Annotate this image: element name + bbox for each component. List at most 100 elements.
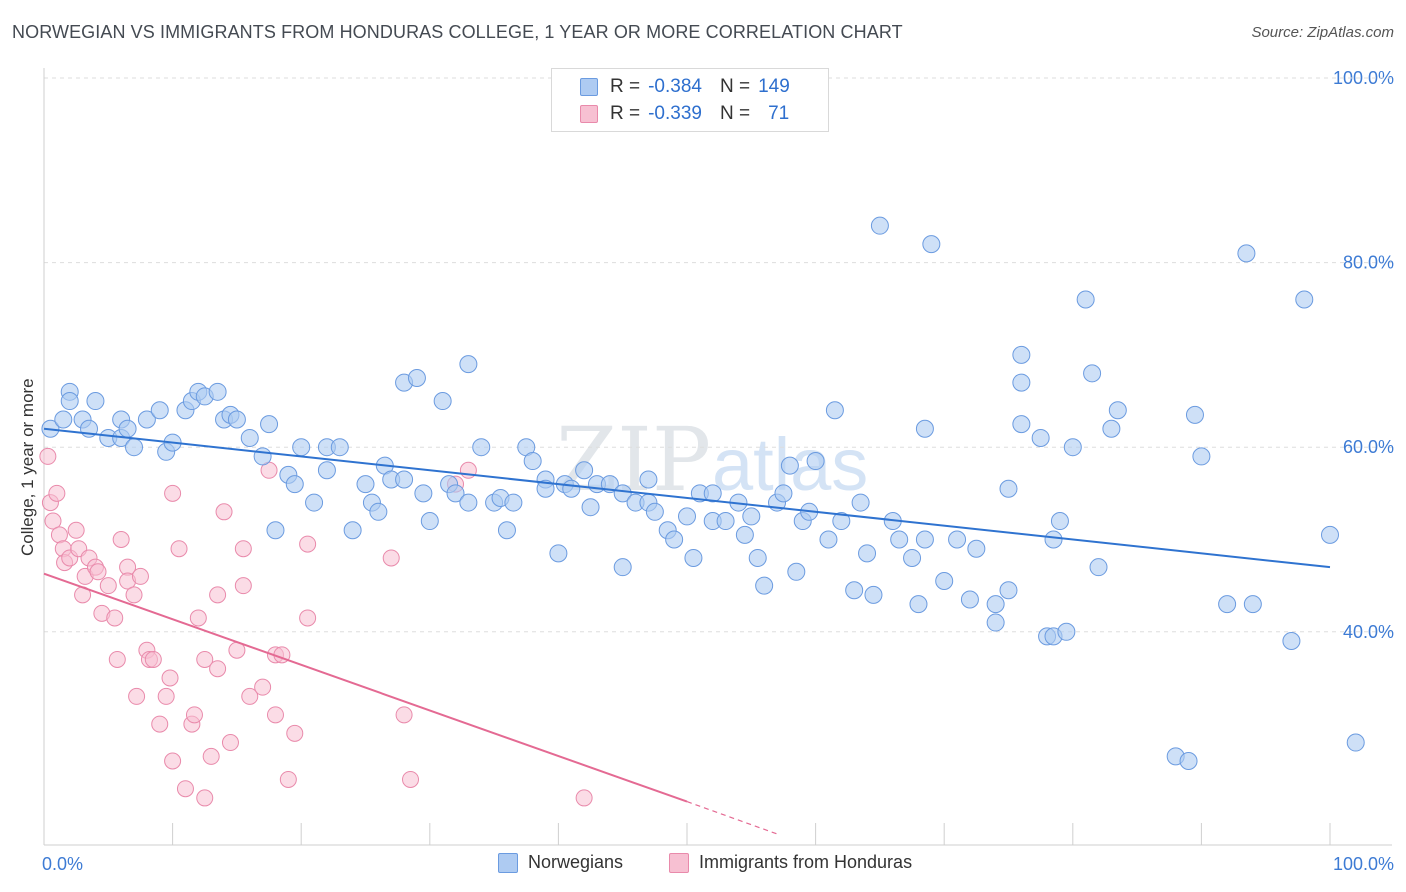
honduras-point [196,789,214,807]
norwegian-point [986,613,1005,632]
honduras-point [44,512,62,530]
norwegian-point [285,475,304,494]
norwegian-point [420,512,439,531]
bottom-legend-norwegians: Norwegians [498,852,623,873]
honduras-point [106,609,124,627]
norwegian-point [960,590,979,609]
norwegian-point [317,461,336,480]
norwegian-point [806,452,825,471]
norwegian-point [1282,632,1301,651]
norwegian-point [819,530,838,549]
norwegian-point [504,493,523,512]
honduras-point [112,530,130,548]
norwegian-point [292,438,311,457]
norwegian-point [825,401,844,420]
honduras-point [157,687,175,705]
norwegian-point [1063,438,1082,457]
norwegian-point [613,484,632,503]
legend-row-honduras: R = -0.339 N = 71 [580,102,790,126]
norwegian-point [1044,530,1063,549]
norwegian-point [645,502,664,521]
norwegian-point [260,415,279,434]
honduras-point [131,567,149,585]
honduras-point [89,563,107,581]
norwegian-point [459,493,478,512]
norwegian-point [118,419,137,438]
honduras-point [221,734,239,752]
norwegian-point [497,521,516,540]
norwegian-point [86,392,105,411]
norwegian-point [1346,733,1365,752]
honduras-point [402,770,420,788]
norwegian-point [948,530,967,549]
norwegian-point [343,521,362,540]
bottom-legend-swatch-honduras [669,852,689,873]
honduras-point [196,650,214,668]
norwegian-point [735,525,754,544]
norwegian-point [999,581,1018,600]
norwegian-point [395,470,414,489]
norwegian-point [967,539,986,558]
norwegian-point [137,410,156,429]
honduras-point [39,447,57,465]
norwegian-point [253,447,272,466]
norwegian-point [1076,290,1095,309]
norwegian-point [915,530,934,549]
norwegian-point [472,438,491,457]
norwegian-point [716,512,735,531]
norwegian-point [986,595,1005,614]
chart-title: NORWEGIAN VS IMMIGRANTS FROM HONDURAS CO… [12,22,903,42]
norwegian-point [125,438,144,457]
bottom-legend-honduras: Immigrants from Honduras [669,852,912,873]
norwegian-point [523,452,542,471]
norwegian-point [433,392,452,411]
honduras-point [202,747,220,765]
norwegian-point [755,576,774,595]
norwegian-point [60,392,79,411]
norwegian-point [150,401,169,420]
honduras-point [266,706,284,724]
norwegian-point [549,544,568,563]
honduras-trendline-extension [686,801,778,835]
y-axis-label: College, 1 year or more [18,378,37,556]
honduras-point [125,586,143,604]
norwegian-point [562,479,581,498]
norwegian-point [1057,622,1076,641]
honduras-point [164,752,182,770]
norwegian-point [864,585,883,604]
honduras-point [48,484,66,502]
legend-box: R = -0.384 N = 149 R = -0.339 N = 71 [551,68,829,132]
bottom-legend: Norwegians Immigrants from Honduras [0,852,1406,876]
honduras-point [234,540,252,558]
honduras-point [170,540,188,558]
norwegians-trendline [43,427,1331,569]
y-tick-label: 60.0% [1343,437,1394,457]
norwegian-point [407,368,426,387]
y-tick-label: 40.0% [1343,622,1394,642]
norwegian-point [1050,512,1069,531]
norwegian-point [678,507,696,526]
honduras-point [164,484,182,502]
norwegian-point [780,456,799,475]
honduras-point [189,609,207,627]
legend-swatch-honduras [580,105,598,123]
norwegian-point [414,484,433,503]
legend-n-value: 149 [758,76,790,97]
honduras-point [286,724,304,742]
norwegian-point [1108,401,1127,420]
legend-r-value: -0.384 [648,76,702,97]
norwegian-point [1295,290,1314,309]
legend-n-value: 71 [768,103,790,124]
norwegian-point [1089,558,1108,577]
norwegian-point [305,493,324,512]
norwegian-point [909,595,928,614]
honduras-point [108,650,126,668]
honduras-point [299,609,317,627]
honduras-point [99,577,117,595]
norwegian-point [999,479,1018,498]
norwegian-point [1179,752,1198,771]
legend-swatch-norwegians [580,78,598,96]
norwegian-point [922,235,941,254]
norwegian-point [208,382,227,401]
